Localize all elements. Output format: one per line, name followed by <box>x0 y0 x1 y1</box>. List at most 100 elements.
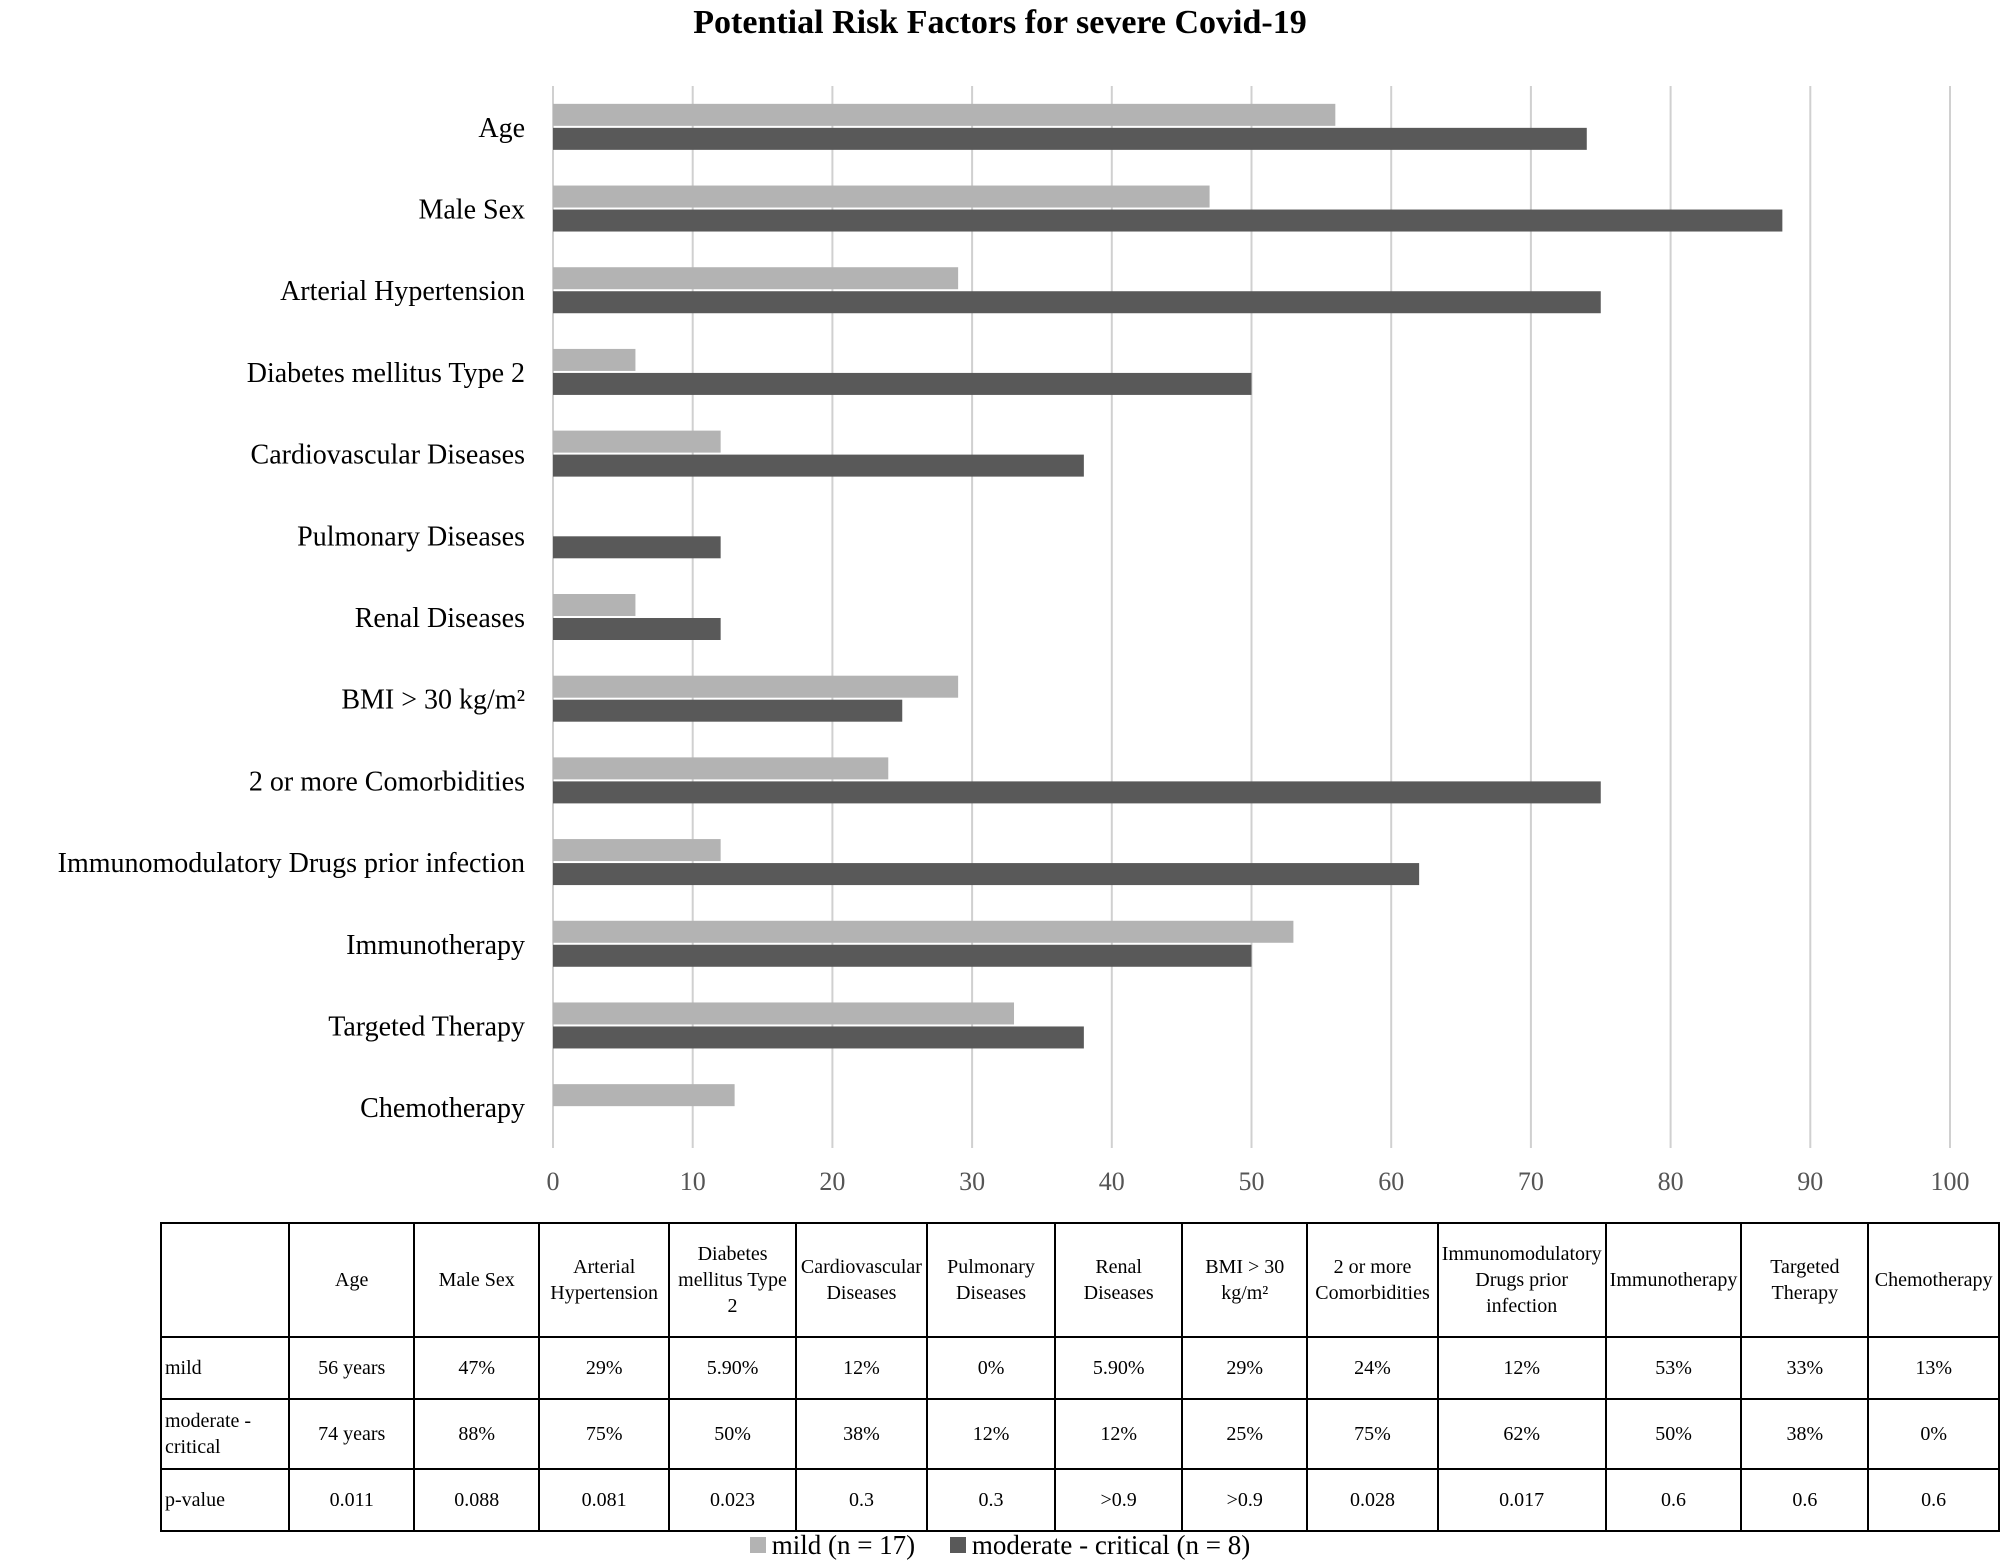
x-tick-label: 80 <box>1658 1167 1684 1196</box>
category-label-bmi-30-kg-m: BMI > 30 kg/m² <box>341 685 525 716</box>
table-header-cell: Diabetes mellitus Type 2 <box>668 1222 798 1338</box>
bar-cardiovascular-diseases-mild <box>553 430 721 453</box>
bar-diabetes-mellitus-type-2-mild <box>553 348 636 371</box>
legend-item-mild: mild (n = 17) <box>749 1530 916 1561</box>
table-header-cell: Cardiovascular Diseases <box>795 1222 928 1338</box>
table-cell: 0.6 <box>1604 1468 1743 1532</box>
table-cell: 13% <box>1867 1336 2000 1400</box>
bar-chart: Potential Risk Factors for severe Covid-… <box>58 4 1970 1196</box>
bar-arterial-hypertension-moderate-critical <box>553 291 1601 314</box>
table-row: mild 56 years 47% 29% 5.90% 12% 0% 5.90% 29% 24% 1… <box>159 1336 2000 1400</box>
category-label-immunotherapy: Immunotherapy <box>346 930 525 961</box>
table-cell: >0.9 <box>1054 1468 1184 1532</box>
bar-immunomodulatory-drugs-prior-infection-mild <box>553 839 721 862</box>
table-cell: 0.023 <box>668 1468 798 1532</box>
category-label-male-sex: Male Sex <box>418 195 525 226</box>
table-cell: 0.6 <box>1867 1468 2000 1532</box>
table-cell: 12% <box>925 1398 1057 1470</box>
table-header-cell: Immunotherapy <box>1604 1222 1743 1338</box>
bar-targeted-therapy-mild <box>553 1002 1015 1025</box>
table-cell: 29% <box>1181 1336 1309 1400</box>
table-cell: 75% <box>538 1398 671 1470</box>
table-cell: 50% <box>668 1398 798 1470</box>
table-cell: 0.6 <box>1740 1468 1870 1532</box>
category-label-diabetes-mellitus-type-2: Diabetes mellitus Type 2 <box>247 358 525 389</box>
bar-male-sex-moderate-critical <box>553 209 1783 232</box>
table-cell: 0.017 <box>1436 1468 1607 1532</box>
table-cell: 47% <box>413 1336 541 1400</box>
table-cell: 24% <box>1306 1336 1439 1400</box>
bar-male-sex-mild <box>553 185 1210 208</box>
table-cell: 0.3 <box>925 1468 1057 1532</box>
chart-title: Potential Risk Factors for severe Covid-… <box>693 4 1306 41</box>
table-cell: >0.9 <box>1181 1468 1309 1532</box>
category-label-cardiovascular-diseases: Cardiovascular Diseases <box>251 440 525 471</box>
table-cell: 0.088 <box>413 1468 541 1532</box>
table-cell: 0.011 <box>288 1468 416 1532</box>
legend-swatch-mild <box>749 1536 766 1553</box>
table-cell: 0.3 <box>795 1468 928 1532</box>
table-cell: 0.028 <box>1306 1468 1439 1532</box>
legend-swatch-moderate-critical <box>949 1536 966 1553</box>
category-label-pulmonary-diseases: Pulmonary Diseases <box>297 521 525 552</box>
bar-diabetes-mellitus-type-2-moderate-critical <box>553 372 1252 395</box>
table-header-cell: Chemotherapy <box>1867 1222 2000 1338</box>
bar-2-or-more-comorbidities-mild <box>553 757 889 780</box>
table-header-cell: Male Sex <box>413 1222 541 1338</box>
x-tick-label: 100 <box>1931 1167 1970 1196</box>
x-tick-label: 70 <box>1518 1167 1544 1196</box>
bar-chemotherapy-mild <box>553 1084 735 1107</box>
x-tick-label: 60 <box>1378 1167 1404 1196</box>
bar-targeted-therapy-moderate-critical <box>553 1026 1084 1049</box>
table-header-cell: Targeted Therapy <box>1740 1222 1870 1338</box>
category-label-age: Age <box>478 113 525 144</box>
table-header-cell: Age <box>288 1222 416 1338</box>
chart-legend: mild (n = 17) moderate - critical (n = 8… <box>0 1530 2000 1561</box>
table-cell: 38% <box>795 1398 928 1470</box>
table-header-cell: 2 or more Comorbidities <box>1306 1222 1439 1338</box>
category-label-immunomodulatory-drugs-prior-infection: Immunomodulatory Drugs prior infection <box>58 848 525 879</box>
table-cell: 5.90% <box>1054 1336 1184 1400</box>
legend-label-moderate-critical: moderate - critical (n = 8) <box>971 1530 1251 1560</box>
table-cell: 50% <box>1604 1398 1743 1470</box>
table-cell: 62% <box>1436 1398 1607 1470</box>
bar-2-or-more-comorbidities-moderate-critical <box>553 781 1601 804</box>
data-table: Age Male Sex Arterial Hypertension Diabetes… <box>159 1222 2000 1532</box>
bar-immunomodulatory-drugs-prior-infection-moderate-critical <box>553 863 1420 886</box>
bar-renal-diseases-mild <box>553 594 636 616</box>
bar-bmi-30-kg-m-mild <box>553 675 959 698</box>
x-tick-label: 40 <box>1099 1167 1125 1196</box>
legend-label-mild: mild (n = 17) <box>771 1530 916 1560</box>
x-tick-label: 30 <box>959 1167 985 1196</box>
table-row: p-value 0.011 0.088 0.081 0.023 0.3 0.3 >0.9 >0.… <box>159 1468 2000 1532</box>
table-cell: 0% <box>925 1336 1057 1400</box>
table-header-cell: Arterial Hypertension <box>538 1222 671 1338</box>
bar-pulmonary-diseases-moderate-critical <box>553 536 721 559</box>
table-row: moderate - critical 74 years 88% 75% 50% 38% 1… <box>159 1398 2000 1470</box>
table-header-cell: BMI > 30 kg/m² <box>1181 1222 1309 1338</box>
table-row-header: p-value <box>159 1468 291 1532</box>
category-label-chemotherapy: Chemotherapy <box>360 1093 525 1124</box>
bar-bmi-30-kg-m-moderate-critical <box>553 699 903 722</box>
bar-arterial-hypertension-mild <box>553 267 959 290</box>
table-cell: 25% <box>1181 1398 1309 1470</box>
table-header-cell <box>159 1222 291 1338</box>
bar-age-mild <box>553 103 1336 126</box>
category-label-2-or-more-comorbidities: 2 or more Comorbidities <box>249 766 525 797</box>
table-header-row: Age Male Sex Arterial Hypertension Diabetes… <box>159 1222 2000 1338</box>
x-tick-label: 50 <box>1239 1167 1265 1196</box>
table-cell: 0.081 <box>538 1468 671 1532</box>
table-cell: 75% <box>1306 1398 1439 1470</box>
table-cell: 12% <box>1436 1336 1607 1400</box>
table-header-cell: Immunomodulatory Drugs prior infection <box>1436 1222 1607 1338</box>
bar-immunotherapy-moderate-critical <box>553 944 1252 967</box>
table-cell: 12% <box>1054 1398 1184 1470</box>
category-label-arterial-hypertension: Arterial Hypertension <box>280 276 525 307</box>
table-cell: 88% <box>413 1398 541 1470</box>
x-tick-label: 20 <box>819 1167 845 1196</box>
x-tick-label: 90 <box>1797 1167 1823 1196</box>
table-row-header: moderate - critical <box>159 1398 291 1470</box>
table-header-cell: Renal Diseases <box>1054 1222 1184 1338</box>
category-label-renal-diseases: Renal Diseases <box>355 603 525 634</box>
table-cell: 12% <box>795 1336 928 1400</box>
